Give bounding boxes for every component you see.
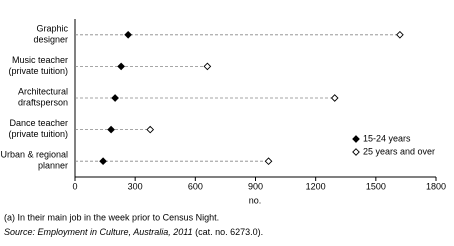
x-tick-label: 1500: [366, 181, 386, 191]
y-tick-label: Music teacher (private tuition): [8, 55, 68, 76]
dot-marker: [203, 62, 212, 71]
x-tick-label: 900: [248, 181, 263, 191]
x-tick-label: 1200: [306, 181, 326, 191]
x-tick-label: 300: [128, 181, 143, 191]
x-axis-label: no.: [249, 195, 262, 205]
source: Source: Employment in Culture, Australia…: [4, 227, 263, 237]
y-tick-label-line: planner: [38, 161, 68, 171]
y-tick-label-line: (private tuition): [8, 129, 68, 139]
y-tick-label-line: designer: [33, 35, 68, 45]
y-tick-label-line: Music teacher: [12, 55, 68, 65]
x-tick-label: 0: [72, 181, 77, 191]
dot-marker: [264, 157, 273, 166]
y-tick-label-line: Dance teacher: [9, 118, 68, 128]
y-tick-label-line: draftsperson: [18, 98, 68, 108]
legend-marker: [352, 135, 360, 143]
y-tick-label-line: Architectural: [18, 87, 68, 97]
dot-marker: [99, 157, 107, 166]
y-tick-label-line: Urban & regional: [0, 150, 68, 160]
dot-marker: [117, 62, 125, 71]
dot-marker: [107, 125, 115, 134]
x-tick-label: 1800: [426, 181, 446, 191]
source-title: Source: Employment in Culture, Australia…: [4, 227, 193, 237]
legend-label: 15-24 years: [363, 133, 411, 143]
y-tick-label: Urban & regional planner: [0, 150, 68, 171]
dot-marker: [146, 125, 155, 134]
legend-marker: [352, 148, 360, 156]
dot-marker: [111, 94, 119, 102]
y-tick-label-line: (private tuition): [8, 66, 68, 76]
y-tick-label: Dance teacher (private tuition): [8, 118, 68, 139]
dot-marker: [396, 30, 404, 39]
dot-marker: [124, 30, 132, 39]
source-cat: (cat. no. 6273.0).: [195, 227, 263, 237]
y-tick-label: Architectural draftsperson: [18, 87, 68, 108]
y-tick-label-line: Graphic: [36, 24, 68, 34]
y-tick-label: Graphic designer: [33, 24, 68, 45]
x-tick-label: 600: [188, 181, 203, 191]
legend-label: 25 years and over: [363, 146, 435, 156]
footnote: (a) In their main job in the week prior …: [4, 212, 219, 222]
dot-marker: [330, 94, 339, 102]
